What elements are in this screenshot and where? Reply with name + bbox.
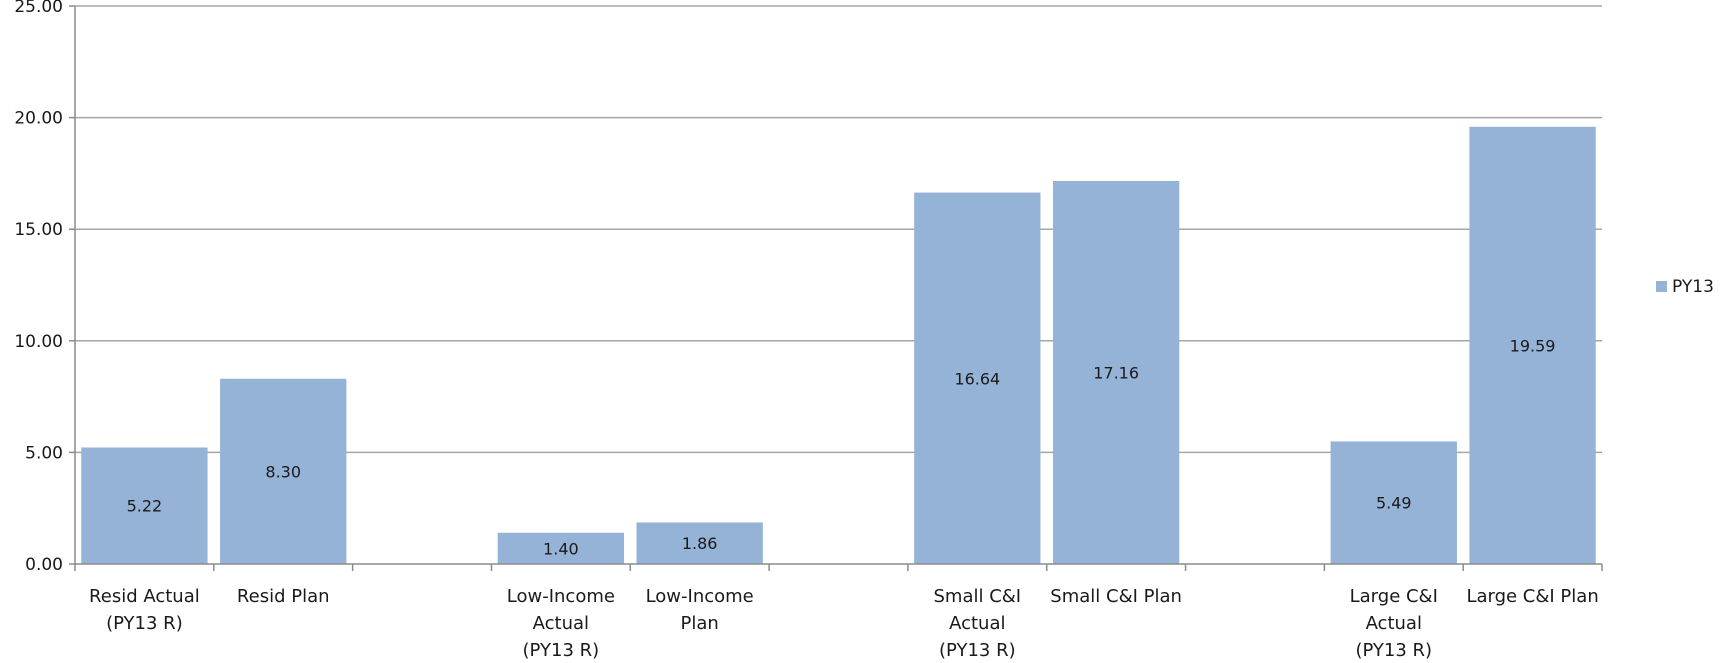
x-category-label: Resid Plan xyxy=(237,586,330,607)
x-category-label: Low-Income xyxy=(507,586,615,607)
bars xyxy=(81,126,1596,565)
legend-swatch xyxy=(1656,281,1667,292)
bar xyxy=(914,192,1041,564)
y-tick-label: 20.00 xyxy=(14,109,63,129)
y-tick-label: 25.00 xyxy=(14,0,63,17)
x-category-label: Resid Actual xyxy=(89,586,200,607)
x-category-label: (PY13 R) xyxy=(523,640,600,661)
bar xyxy=(1469,126,1596,565)
x-category-label: (PY13 R) xyxy=(939,640,1016,661)
bar-value-label: 5.49 xyxy=(1376,494,1412,513)
data-labels: 5.22 8.30 1.40 1.86 16.64 17.16 5.49 19.59 xyxy=(127,336,1556,558)
y-tick-label: 15.00 xyxy=(14,220,63,240)
bar xyxy=(1052,180,1180,564)
x-category-label: Actual xyxy=(949,613,1005,634)
x-category-label: Small C&I xyxy=(933,586,1021,607)
bar-value-label: 1.40 xyxy=(543,539,579,558)
bar-value-label: 16.64 xyxy=(954,369,1000,388)
bar xyxy=(81,447,208,564)
x-category-label: Small C&I Plan xyxy=(1050,586,1182,607)
bar xyxy=(220,378,347,564)
x-category-label: Large C&I xyxy=(1350,586,1438,607)
x-category-label: Actual xyxy=(533,613,589,634)
bar xyxy=(1330,441,1457,564)
legend-label: PY13 xyxy=(1672,277,1714,297)
legend: PY13 xyxy=(1656,277,1714,297)
y-tick-label: 0.00 xyxy=(25,555,63,575)
x-category-label: (PY13 R) xyxy=(106,613,183,634)
x-category-label: Large C&I Plan xyxy=(1466,586,1598,607)
bar-value-label: 1.86 xyxy=(682,534,718,553)
bar-value-label: 5.22 xyxy=(127,497,163,516)
x-category-label: Low-Income xyxy=(646,586,754,607)
bar-value-label: 19.59 xyxy=(1510,336,1556,355)
bar-value-label: 17.16 xyxy=(1093,363,1139,382)
bar-value-label: 8.30 xyxy=(265,462,301,481)
x-category-label: (PY13 R) xyxy=(1355,640,1432,661)
axes: 0.00 5.00 10.00 15.00 20.00 25.00 Resid Actual… xyxy=(14,0,1603,661)
bar xyxy=(636,522,763,564)
x-category-label: Actual xyxy=(1366,613,1422,634)
y-tick-label: 5.00 xyxy=(25,443,63,463)
y-tick-label: 10.00 xyxy=(14,332,63,352)
x-category-label: Plan xyxy=(681,613,719,634)
bar xyxy=(497,532,625,564)
